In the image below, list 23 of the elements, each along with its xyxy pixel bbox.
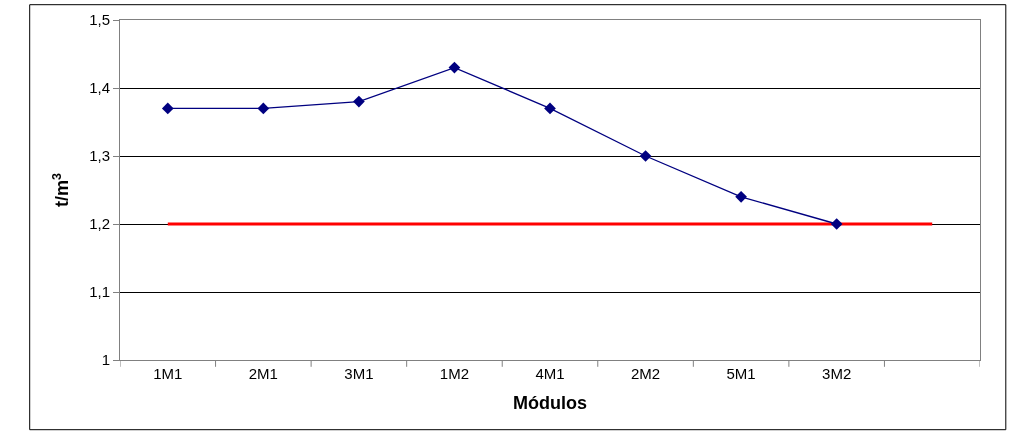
point xyxy=(161,102,174,115)
x-tick-label: 1M1 xyxy=(153,365,183,382)
y-tick-label: 1,3 xyxy=(89,147,110,165)
y-tick-label: 1 xyxy=(101,351,110,369)
x-tick-label: 3M1 xyxy=(344,365,374,382)
x-tick-label: 4M1 xyxy=(535,365,565,382)
y-tick-label: 1,2 xyxy=(89,215,110,233)
y-tick-label: 1,1 xyxy=(89,283,110,301)
point xyxy=(257,102,270,115)
x-tick-label: 5M1 xyxy=(726,365,756,382)
y-tick-label: 1,4 xyxy=(89,79,110,97)
point xyxy=(639,150,652,162)
point xyxy=(830,218,843,230)
x-tick-label: 2M2 xyxy=(630,365,661,382)
x-tick-label: 3M2 xyxy=(822,365,852,382)
point xyxy=(544,102,556,115)
x-axis-title: Módulos xyxy=(513,393,587,414)
x-tick-label: 1M2 xyxy=(439,365,470,382)
x-tick-label: 2M1 xyxy=(248,365,278,382)
y-tick-label: 1,5 xyxy=(89,11,110,29)
point xyxy=(735,190,747,203)
point xyxy=(353,95,365,108)
point xyxy=(448,61,461,74)
